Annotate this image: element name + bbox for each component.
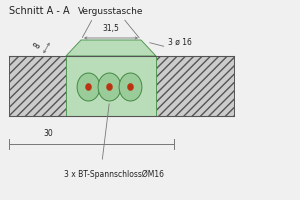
Ellipse shape xyxy=(85,83,91,91)
Bar xyxy=(66,56,156,116)
Ellipse shape xyxy=(128,83,134,91)
Ellipse shape xyxy=(98,73,121,101)
Bar xyxy=(156,56,234,116)
Text: 8: 8 xyxy=(32,42,43,50)
Text: 31,5: 31,5 xyxy=(103,24,119,33)
Text: 3 x BT-SpannschlossØM16: 3 x BT-SpannschlossØM16 xyxy=(64,169,164,179)
Text: 30: 30 xyxy=(43,129,53,138)
Bar xyxy=(9,56,66,116)
Text: 3 ø 16: 3 ø 16 xyxy=(168,38,192,46)
Polygon shape xyxy=(66,40,156,56)
Text: Vergusstasche: Vergusstasche xyxy=(78,7,144,16)
Ellipse shape xyxy=(77,73,100,101)
Ellipse shape xyxy=(106,83,112,91)
Text: Schnitt A - A: Schnitt A - A xyxy=(9,6,70,16)
Ellipse shape xyxy=(119,73,142,101)
